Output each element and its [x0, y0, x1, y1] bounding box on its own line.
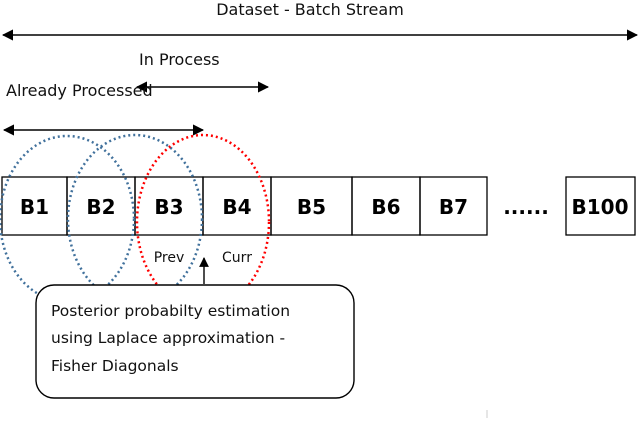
callout-box — [35, 284, 355, 399]
batch-ellipsis: ...... — [503, 195, 549, 219]
batch-label: B5 — [297, 195, 326, 219]
callout-line-1: Posterior probabilty estimation — [51, 302, 290, 320]
curr-label: Curr — [222, 250, 252, 266]
already-processed-label: Already Processed — [6, 81, 153, 100]
batch-label: B3 — [154, 195, 183, 219]
processed-circle-2 — [66, 133, 204, 305]
batch-box-last — [565, 176, 636, 236]
callout-line-3: Fisher Diagonals — [51, 357, 179, 375]
batch-label: B4 — [222, 195, 251, 219]
processed-circle-1 — [0, 134, 136, 304]
batch-label: B2 — [86, 195, 115, 219]
callout-line-2: using Laplace approximation - — [51, 329, 285, 347]
prev-label: Prev — [154, 250, 185, 266]
batch-box — [419, 176, 488, 236]
batch-label: B7 — [439, 195, 468, 219]
batch-label-last: B100 — [572, 195, 629, 219]
batch-label: B6 — [371, 195, 400, 219]
diagram-title: Dataset - Batch Stream — [216, 0, 404, 19]
in-process-label: In Process — [139, 50, 220, 69]
batch-label: B1 — [20, 195, 49, 219]
